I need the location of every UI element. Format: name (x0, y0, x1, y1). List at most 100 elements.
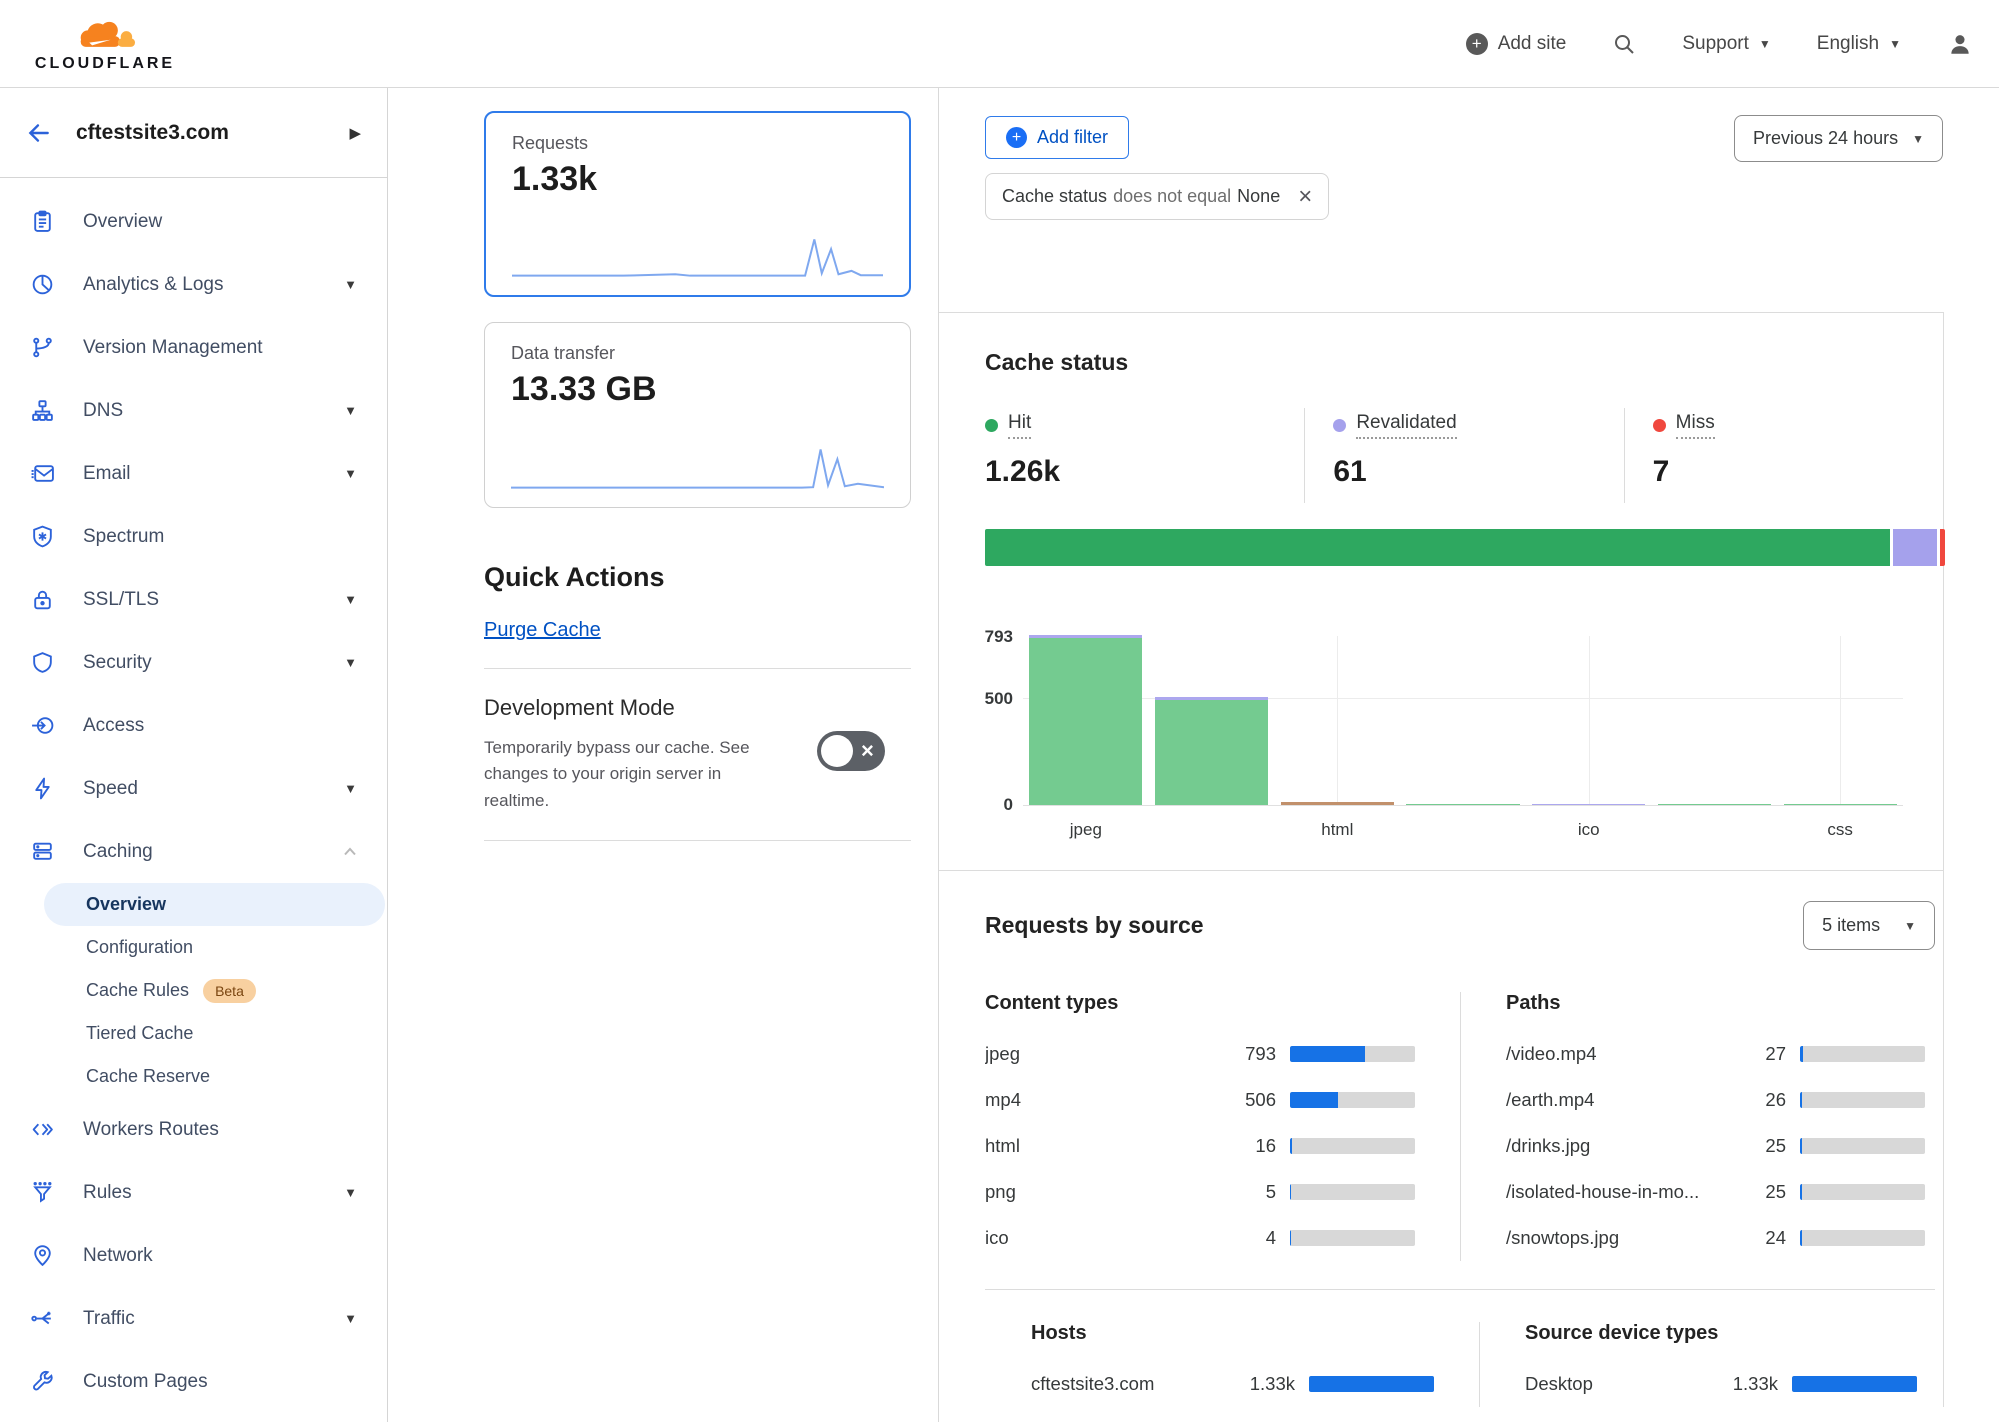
plus-circle-icon: + (1465, 32, 1488, 55)
row-value: 16 (1255, 1135, 1276, 1156)
legend-label[interactable]: Hit (1008, 412, 1032, 439)
metric-label: Requests (512, 133, 589, 153)
sidebar-item-caching[interactable]: Caching (0, 820, 387, 883)
data-transfer-sparkline (511, 435, 884, 493)
sidebar-subitem-caching-overview[interactable]: Overview (44, 883, 385, 926)
table-row[interactable]: /isolated-house-in-mo... 25 (1506, 1169, 1925, 1215)
support-menu[interactable]: Support ▼ (1682, 33, 1770, 55)
miss-count: 7 (1652, 455, 1670, 488)
back-arrow-icon[interactable] (26, 120, 52, 146)
sidebar-subitem-tiered-cache[interactable]: Tiered Cache (0, 1012, 387, 1055)
row-value: 506 (1245, 1089, 1276, 1110)
requests-by-source-title: Requests by source (985, 912, 1204, 938)
sidebar-subitem-configuration[interactable]: Configuration (0, 926, 387, 969)
sidebar-item-network[interactable]: Network (0, 1224, 387, 1287)
sidebar-item-label: DNS (83, 399, 124, 421)
row-label: /isolated-house-in-mo... (1506, 1181, 1700, 1202)
development-mode-toggle[interactable]: × (817, 731, 885, 771)
add-filter-button[interactable]: + Add filter (985, 116, 1130, 159)
source-device-types-title: Source device types (1525, 1322, 1719, 1344)
sidebar-item-traffic[interactable]: Traffic ▼ (0, 1287, 387, 1350)
sidebar-item-dns[interactable]: DNS ▼ (0, 379, 387, 442)
sidebar-item-access[interactable]: Access (0, 694, 387, 757)
sidebar-item-version-management[interactable]: Version Management (0, 316, 387, 379)
sidebar-item-speed[interactable]: Speed ▼ (0, 757, 387, 820)
sidebar-item-workers-routes[interactable]: Workers Routes (0, 1098, 387, 1161)
cloudflare-cloud-icon (80, 21, 135, 47)
cache-status-bar-chart: 793 500 0 jpeg html ico css (939, 566, 1943, 840)
sidebar-item-rules[interactable]: Rules ▼ (0, 1161, 387, 1224)
sidebar-item-custom-pages[interactable]: Custom Pages (0, 1350, 387, 1413)
sidebar-item-label: Access (83, 714, 145, 736)
sidebar-item-spectrum[interactable]: Spectrum (0, 505, 387, 568)
language-menu[interactable]: English ▼ (1817, 33, 1901, 55)
sidebar-item-overview[interactable]: Overview (0, 190, 387, 253)
value-bar (1290, 1046, 1415, 1062)
row-value: 1.33k (1249, 1373, 1295, 1394)
table-row[interactable]: /video.mp4 27 (1506, 1031, 1925, 1077)
chevron-right-icon[interactable]: ▶ (349, 124, 361, 142)
filter-chip[interactable]: Cache status does not equal None × (985, 173, 1330, 220)
stacked-segment-hit (985, 529, 1891, 566)
sidebar-subitem-label: Configuration (86, 937, 194, 957)
toggle-off-x-icon: × (861, 738, 874, 763)
row-label: jpeg (985, 1043, 1020, 1064)
table-row[interactable]: /earth.mp4 26 (1506, 1077, 1925, 1123)
account-menu[interactable] (1947, 31, 1973, 57)
row-label: png (985, 1181, 1016, 1202)
row-label: Desktop (1525, 1373, 1593, 1394)
table-row[interactable]: jpeg 793 (985, 1031, 1415, 1077)
table-row[interactable]: ico 4 (985, 1215, 1415, 1261)
traffic-split-icon (31, 1311, 51, 1325)
search-button[interactable] (1612, 32, 1636, 56)
bar-segment-other (1280, 801, 1394, 805)
hosts-table: Hosts cftestsite3.com 1.33k (1031, 1322, 1479, 1407)
legend-label[interactable]: Revalidated (1356, 412, 1457, 439)
table-row[interactable]: /snowtops.jpg 24 (1506, 1215, 1925, 1261)
sidebar-subitem-cache-reserve[interactable]: Cache Reserve (0, 1055, 387, 1098)
server-stack-icon (33, 842, 52, 860)
sidebar-item-analytics-logs[interactable]: Analytics & Logs ▼ (0, 253, 387, 316)
value-bar (1290, 1092, 1415, 1108)
table-row[interactable]: html 16 (985, 1123, 1415, 1169)
bar-segment-revalidated (1532, 803, 1646, 805)
sidebar-item-email[interactable]: Email ▼ (0, 442, 387, 505)
chevron-down-icon: ▼ (344, 403, 357, 418)
bar-segment-hit (1155, 699, 1269, 805)
time-range-dropdown[interactable]: Previous 24 hours ▼ (1734, 115, 1943, 162)
table-row[interactable]: mp4 506 (985, 1077, 1415, 1123)
sidebar-item-security[interactable]: Security ▼ (0, 631, 387, 694)
y-axis: 793 500 0 (961, 627, 1023, 814)
row-value: 24 (1765, 1227, 1786, 1248)
x-tick-label: css (1827, 820, 1853, 839)
legend-label[interactable]: Miss (1675, 412, 1715, 439)
chevron-down-icon: ▼ (344, 592, 357, 607)
table-row[interactable]: /drinks.jpg 25 (1506, 1123, 1925, 1169)
table-row[interactable]: cftestsite3.com 1.33k (1031, 1361, 1434, 1407)
sidebar-item-label: Network (83, 1244, 153, 1266)
row-label: html (985, 1135, 1020, 1156)
sidebar-item-label: Version Management (83, 336, 263, 358)
development-mode-section: Development Mode Temporarily bypass our … (484, 695, 911, 814)
remove-filter-icon[interactable]: × (1298, 182, 1313, 210)
gridline (1337, 636, 1339, 805)
sidebar-subitem-cache-rules[interactable]: Cache Rules Beta (0, 969, 387, 1012)
search-icon (1615, 34, 1635, 54)
table-row[interactable]: Desktop 1.33k (1525, 1361, 1917, 1407)
items-count-dropdown[interactable]: 5 items ▼ (1803, 901, 1935, 950)
data-transfer-metric-card[interactable]: Data transfer 13.33 GB (484, 322, 911, 508)
requests-metric-card[interactable]: Requests 1.33k (484, 111, 911, 297)
time-range-label: Previous 24 hours (1753, 128, 1899, 148)
purge-cache-link[interactable]: Purge Cache (484, 619, 601, 641)
x-tick-label (1400, 820, 1526, 840)
sidebar-item-ssl-tls[interactable]: SSL/TLS ▼ (0, 568, 387, 631)
add-site-button[interactable]: + Add site (1465, 32, 1566, 55)
legend-revalidated: Revalidated 61 (1304, 408, 1623, 503)
chevron-down-icon: ▼ (344, 1311, 357, 1326)
chevron-up-icon (344, 847, 356, 856)
source-device-types-table: Source device types Desktop 1.33k (1479, 1322, 1927, 1407)
cloudflare-logo[interactable]: CLOUDFLARE (20, 14, 190, 73)
requests-by-source-section: Requests by source 5 items ▼ Content typ… (939, 870, 1943, 1407)
chevron-down-icon: ▼ (1758, 36, 1771, 51)
table-row[interactable]: png 5 (985, 1169, 1415, 1215)
